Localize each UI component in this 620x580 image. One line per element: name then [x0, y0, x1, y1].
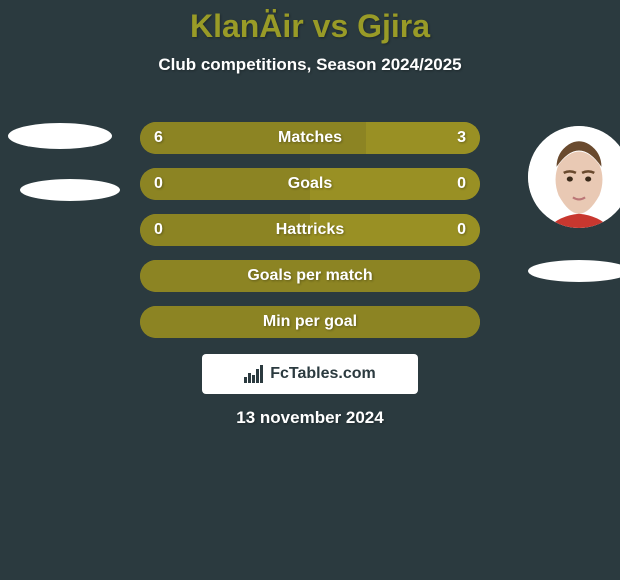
- bar-label: Min per goal: [140, 313, 480, 331]
- bar-label: Hattricks: [140, 221, 480, 239]
- bar-label: Matches: [140, 129, 480, 147]
- bar-label: Goals: [140, 175, 480, 193]
- avatar-left-shadow-2: [20, 179, 120, 201]
- watermark-text: FcTables.com: [270, 365, 376, 383]
- comparison-bars: 63Matches 00Goals 00Hattricks Goals per mat…: [140, 122, 480, 352]
- date: 13 november 2024: [0, 408, 620, 428]
- page-title: KlanÄir vs Gjira: [0, 0, 620, 45]
- stat-bar: Min per goal: [140, 306, 480, 338]
- avatar-right-shadow: [528, 260, 620, 282]
- watermark: FcTables.com: [202, 354, 418, 394]
- avatar-right: [528, 126, 620, 228]
- player-face-icon: [528, 126, 620, 228]
- subtitle: Club competitions, Season 2024/2025: [0, 55, 620, 75]
- stat-bar: 00Hattricks: [140, 214, 480, 246]
- stat-bar: 63Matches: [140, 122, 480, 154]
- bar-chart-icon: [244, 365, 266, 383]
- avatar-left-shadow-1: [8, 123, 112, 149]
- stat-bar: 00Goals: [140, 168, 480, 200]
- stat-bar: Goals per match: [140, 260, 480, 292]
- bar-label: Goals per match: [140, 267, 480, 285]
- comparison-card: KlanÄir vs Gjira Club competitions, Seas…: [0, 0, 620, 580]
